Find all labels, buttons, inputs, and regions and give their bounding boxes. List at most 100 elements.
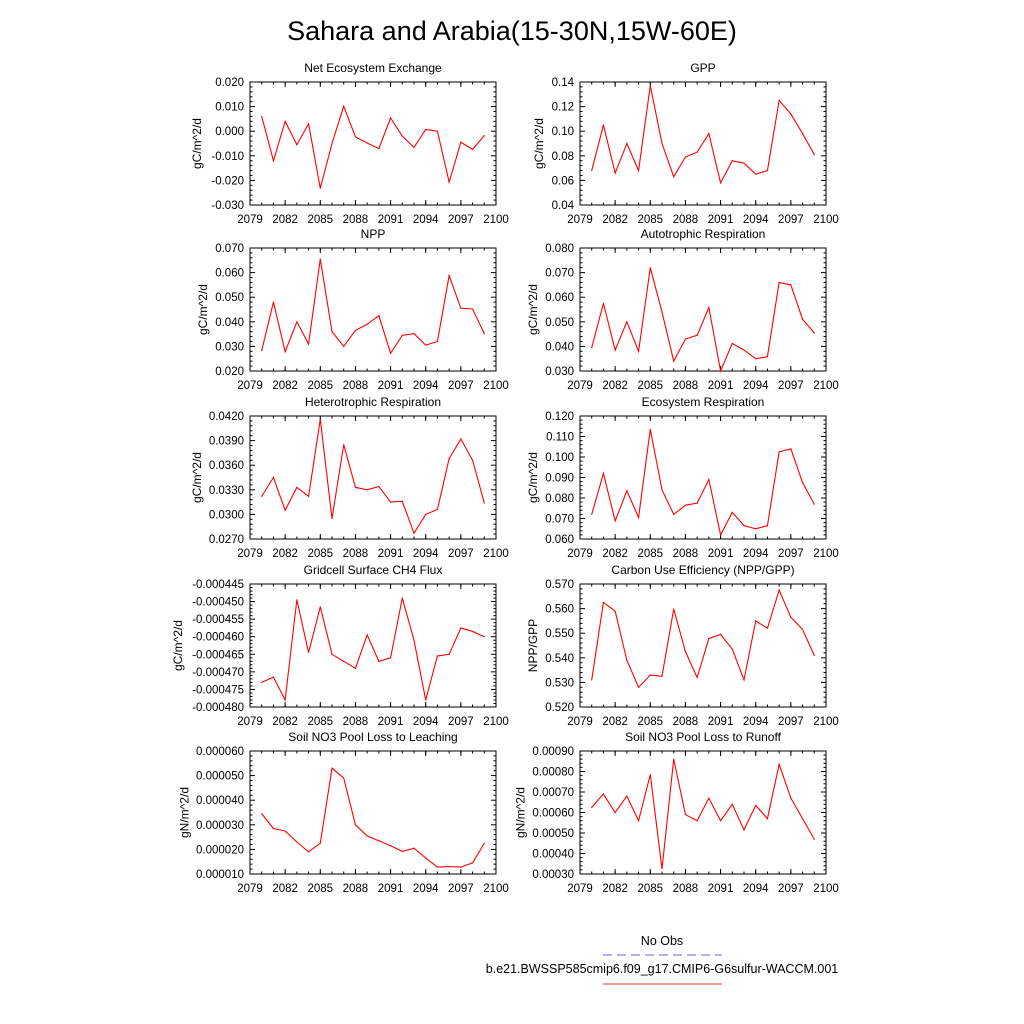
data-point bbox=[778, 99, 780, 102]
y-tick-label: 0.04 bbox=[552, 200, 575, 212]
data-point bbox=[389, 352, 392, 354]
data-point bbox=[471, 862, 474, 864]
x-tick-label: 2097 bbox=[448, 716, 474, 728]
x-tick-label: 2082 bbox=[602, 883, 628, 895]
data-point bbox=[661, 311, 663, 313]
y-tick-label: 0.090 bbox=[545, 473, 574, 485]
y-tick-label: 0.050 bbox=[215, 292, 244, 304]
data-point bbox=[483, 502, 485, 504]
data-point bbox=[602, 124, 605, 126]
y-tick-label: -0.010 bbox=[211, 151, 244, 163]
y-tick-label: 0.070 bbox=[545, 268, 574, 280]
y-tick-label: 0.000050 bbox=[196, 771, 244, 783]
panel-title: NPP bbox=[361, 227, 386, 241]
data-point bbox=[366, 489, 368, 491]
data-point bbox=[766, 525, 769, 527]
data-point bbox=[661, 675, 663, 677]
data-point bbox=[614, 349, 616, 351]
data-point bbox=[272, 301, 275, 303]
data-point bbox=[401, 334, 403, 336]
data-point bbox=[483, 636, 485, 638]
y-tick-label: 0.570 bbox=[545, 579, 574, 591]
x-tick-label: 2097 bbox=[778, 716, 804, 728]
plot-frame bbox=[249, 750, 497, 875]
x-tick-label: 2091 bbox=[708, 380, 734, 392]
data-point bbox=[614, 520, 616, 522]
data-point bbox=[637, 686, 640, 688]
y-tick-label: 0.14 bbox=[552, 77, 575, 89]
x-tick-label: 2100 bbox=[483, 883, 509, 895]
data-point bbox=[331, 653, 333, 655]
data-point bbox=[343, 660, 345, 662]
data-point bbox=[790, 113, 792, 115]
data-point bbox=[696, 334, 698, 336]
y-tick-label: 0.000040 bbox=[196, 795, 244, 807]
data-point bbox=[766, 169, 769, 172]
plot-frame bbox=[579, 81, 827, 206]
y-tick-label: 0.060 bbox=[545, 534, 574, 546]
figure-title: Sahara and Arabia(15-30N,15W-60E) bbox=[287, 16, 737, 46]
data-point bbox=[661, 489, 663, 491]
data-point bbox=[790, 448, 792, 450]
series-line bbox=[261, 767, 485, 868]
data-point bbox=[731, 648, 733, 650]
data-point bbox=[708, 638, 710, 640]
data-point bbox=[483, 333, 485, 335]
x-tick-label: 2082 bbox=[602, 214, 628, 226]
y-tick-label: 0.010 bbox=[215, 102, 244, 114]
y-tick-label: 0.100 bbox=[545, 452, 574, 464]
y-tick-label: 0.060 bbox=[215, 268, 244, 280]
panel-title: Autotrophic Respiration bbox=[641, 227, 766, 241]
data-point bbox=[614, 811, 616, 814]
y-tick-label: -0.000465 bbox=[192, 649, 244, 661]
data-point bbox=[731, 511, 733, 513]
y-tick-label: -0.000470 bbox=[192, 667, 244, 679]
data-point bbox=[766, 818, 769, 820]
x-tick-label: 2079 bbox=[237, 548, 263, 560]
data-point bbox=[319, 187, 321, 189]
x-tick-label: 2082 bbox=[602, 548, 628, 560]
x-tick-label: 2079 bbox=[237, 883, 263, 895]
data-point bbox=[696, 151, 698, 153]
data-point bbox=[307, 651, 310, 654]
data-point bbox=[401, 850, 403, 852]
y-tick-label: 0.00030 bbox=[532, 869, 574, 881]
y-tick-label: 0.020 bbox=[215, 77, 244, 89]
data-point bbox=[661, 142, 663, 145]
data-point bbox=[401, 500, 403, 502]
y-tick-label: 0.520 bbox=[545, 702, 574, 714]
chart-panel-1: Net Ecosystem Exchange 2079 2082 2085 2088 20… bbox=[190, 61, 509, 226]
y-tick-label: 0.08 bbox=[552, 151, 574, 163]
y-axis-label: gC/m^2/d bbox=[196, 284, 210, 335]
data-point bbox=[261, 115, 263, 118]
data-point bbox=[731, 160, 733, 162]
data-point bbox=[637, 820, 640, 822]
data-point bbox=[755, 358, 757, 360]
data-point bbox=[401, 135, 403, 137]
data-point bbox=[331, 331, 333, 333]
y-tick-label: -0.000480 bbox=[192, 702, 244, 714]
data-point bbox=[413, 532, 415, 534]
data-point bbox=[296, 321, 298, 323]
data-point bbox=[483, 842, 485, 844]
y-tick-label: 0.050 bbox=[545, 317, 574, 329]
data-point bbox=[389, 501, 392, 503]
data-point bbox=[801, 133, 804, 135]
x-tick-label: 2088 bbox=[343, 214, 369, 226]
x-tick-label: 2085 bbox=[637, 380, 663, 392]
data-point bbox=[602, 793, 605, 795]
x-tick-label: 2079 bbox=[567, 214, 593, 226]
data-point bbox=[425, 513, 427, 516]
y-tick-label: 0.00070 bbox=[532, 787, 574, 799]
data-point bbox=[261, 681, 263, 684]
data-point bbox=[673, 513, 675, 516]
data-point bbox=[696, 820, 698, 822]
x-tick-label: 2100 bbox=[813, 716, 839, 728]
data-point bbox=[743, 349, 745, 351]
data-point bbox=[284, 351, 286, 353]
data-point bbox=[425, 344, 427, 346]
data-point bbox=[460, 141, 462, 143]
data-point bbox=[284, 830, 286, 832]
data-point bbox=[626, 490, 628, 492]
data-point bbox=[436, 508, 439, 511]
